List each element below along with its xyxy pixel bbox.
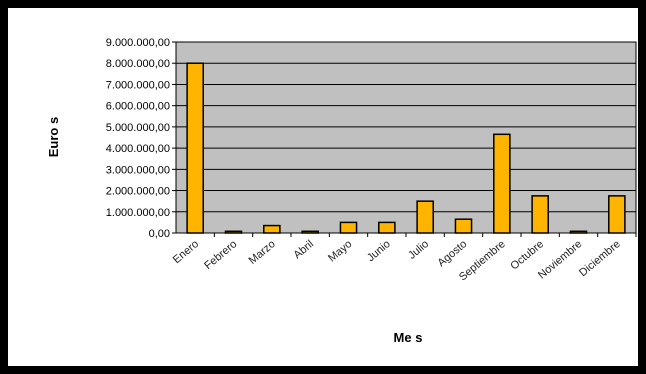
y-tick-label: 8.000.000,00 [106, 58, 170, 70]
y-tick-label: 7.000.000,00 [106, 79, 170, 91]
bar-abril [301, 230, 319, 234]
bar-julio [416, 200, 434, 234]
y-axis-ticks: 0,00 1.000.000,00 2.000.000,00 3.000.000,00… [106, 37, 176, 240]
bar-noviembre [569, 230, 588, 234]
y-tick-label: 6.000.000,00 [106, 101, 170, 113]
bar-septiembre [493, 133, 511, 234]
bar-mayo [339, 221, 358, 234]
y-tick-label: 2.000.000,00 [106, 186, 170, 198]
bar-febrero [224, 230, 243, 234]
y-axis-label: Euro s [46, 117, 61, 157]
bar-agosto [454, 218, 473, 234]
bar-octubre [531, 195, 549, 234]
y-tick-label: 5.000.000,00 [106, 122, 170, 134]
bar-enero [186, 62, 204, 234]
y-tick-label: 9.000.000,00 [106, 37, 170, 49]
bars [186, 62, 626, 234]
y-tick-label: 3.000.000,00 [106, 164, 170, 176]
x-axis-label: Me s [394, 330, 423, 345]
bar-junio [378, 221, 396, 234]
bar-marzo [263, 224, 281, 234]
y-tick-label: 0,00 [149, 228, 170, 240]
plot-area [175, 41, 637, 234]
y-tick-label: 4.000.000,00 [106, 143, 170, 155]
y-tick-label: 1.000.000,00 [106, 207, 170, 219]
bar-diciembre [608, 195, 626, 234]
